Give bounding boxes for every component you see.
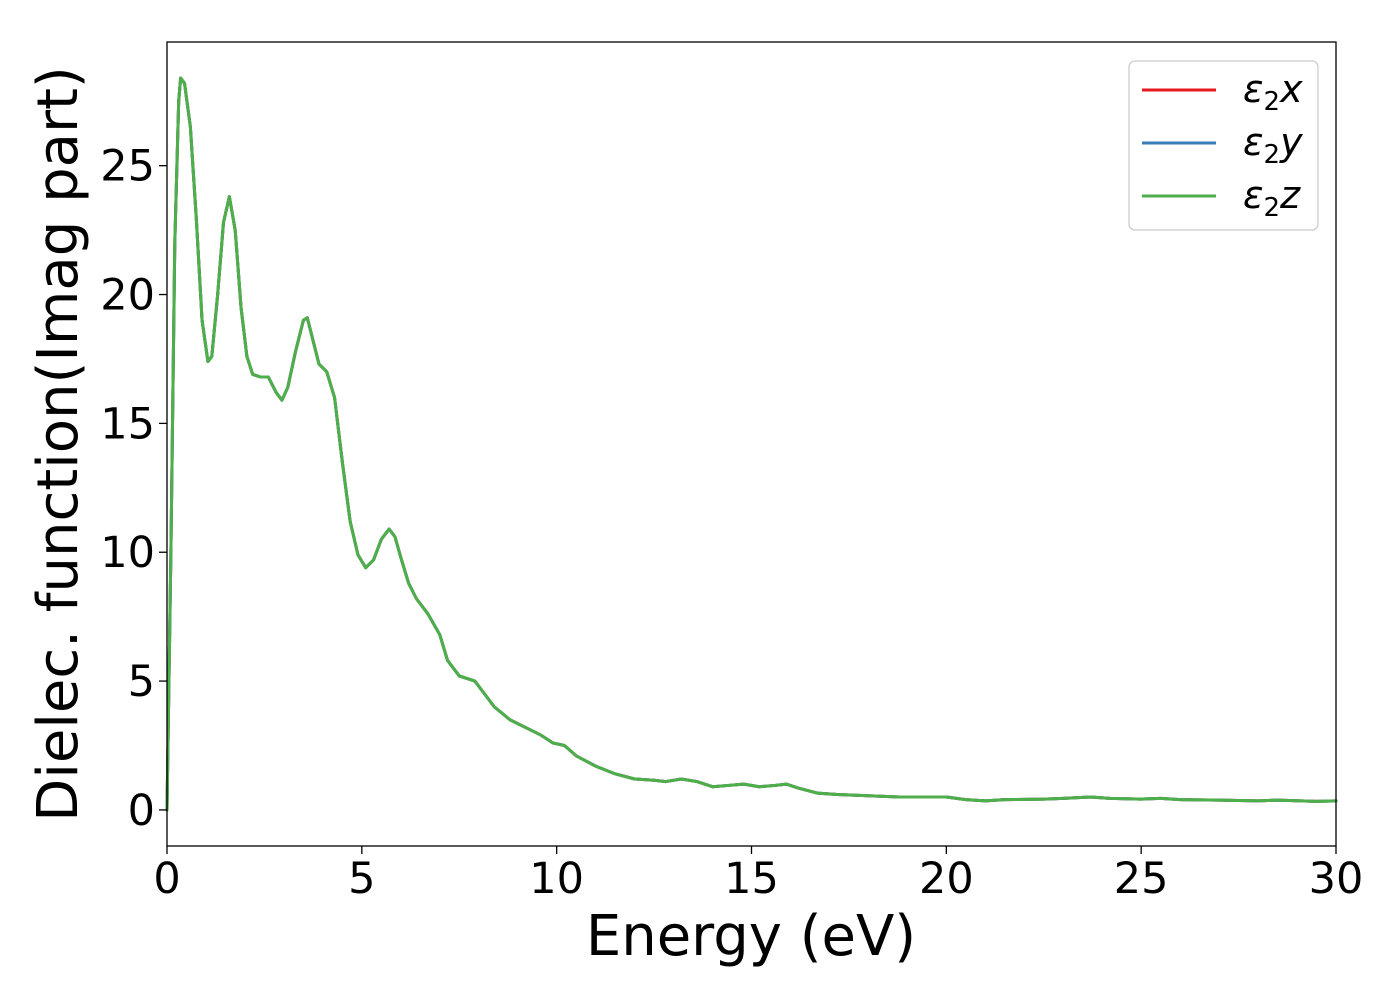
y-tick-label: 10 [100, 528, 155, 578]
x-tick-label: 0 [153, 854, 180, 904]
x-tick-label: 20 [919, 854, 974, 904]
legend-label-z: ε2z [1243, 173, 1301, 223]
x-tick-label: 10 [529, 854, 584, 904]
x-tick-label: 25 [1114, 854, 1169, 904]
series-line-z [165, 76, 1338, 812]
y-tick-label: 0 [128, 786, 155, 836]
y-axis-label: Dielec. function(Imag part) [26, 66, 91, 822]
y-tick-label: 20 [100, 271, 155, 321]
y-tick-label: 5 [128, 657, 155, 707]
legend-label-y: ε2y [1243, 120, 1303, 170]
y-tick-label: 25 [100, 142, 155, 192]
y-axis-ticks: 0 5 10 15 20 25 [100, 142, 167, 836]
series-layer [165, 76, 1338, 812]
x-tick-label: 15 [724, 854, 779, 904]
x-tick-label: 5 [348, 854, 375, 904]
legend-label-x: ε2x [1243, 67, 1303, 117]
x-axis-ticks: 0 5 10 15 20 25 30 [153, 846, 1363, 904]
legend-box [1128, 60, 1319, 231]
x-tick-label: 30 [1309, 854, 1364, 904]
x-axis-label: Energy (eV) [586, 904, 916, 969]
y-tick-label: 15 [100, 399, 155, 449]
